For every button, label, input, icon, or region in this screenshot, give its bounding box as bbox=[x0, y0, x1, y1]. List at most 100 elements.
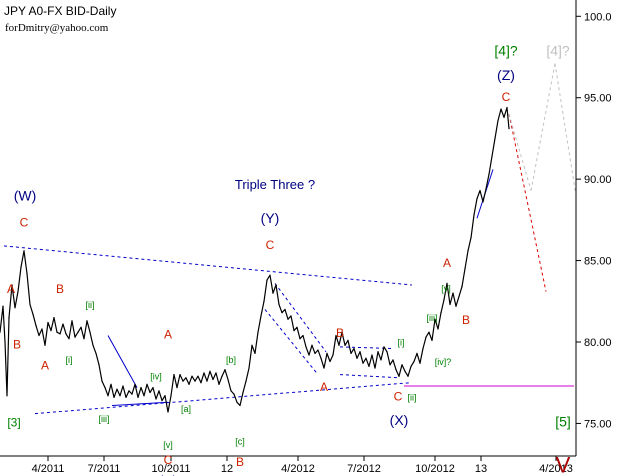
wave-label: (X) bbox=[159, 472, 178, 476]
price-point bbox=[68, 338, 70, 340]
price-point bbox=[428, 331, 430, 333]
price-point bbox=[137, 396, 139, 398]
trendline bbox=[274, 283, 327, 353]
x-tick-label: 7/2012 bbox=[347, 463, 381, 475]
y-tick-label: 85.00 bbox=[584, 256, 612, 268]
price-point bbox=[281, 312, 283, 314]
wave-label: A bbox=[443, 256, 451, 270]
wave-label: [ii] bbox=[86, 300, 95, 310]
price-point bbox=[467, 250, 469, 252]
price-point bbox=[293, 330, 295, 332]
price-point bbox=[392, 359, 394, 361]
price-point bbox=[71, 320, 73, 322]
price-point bbox=[350, 352, 352, 354]
price-point bbox=[311, 344, 313, 346]
trendline bbox=[3, 245, 413, 286]
price-point bbox=[407, 375, 409, 377]
x-tick-label: 10/2012 bbox=[415, 463, 455, 475]
price-line bbox=[0, 106, 510, 413]
price-point bbox=[26, 273, 28, 275]
price-point bbox=[44, 344, 46, 346]
price-point bbox=[80, 326, 82, 328]
price-point bbox=[206, 380, 208, 382]
price-point bbox=[41, 328, 43, 330]
wave-label: B bbox=[56, 282, 64, 296]
price-point bbox=[170, 395, 172, 397]
price-point bbox=[8, 316, 10, 319]
author-email: forDmitry@yahoo.com bbox=[5, 22, 109, 34]
price-point bbox=[95, 352, 97, 354]
price-point bbox=[83, 338, 85, 340]
price-point bbox=[59, 333, 61, 335]
wave-label: [v] bbox=[163, 440, 173, 450]
price-point bbox=[347, 339, 349, 341]
price-point bbox=[104, 387, 106, 389]
wave-label: [b] bbox=[226, 355, 236, 365]
price-point bbox=[224, 369, 226, 371]
price-point bbox=[458, 295, 460, 297]
price-point bbox=[476, 198, 478, 200]
wave-label: [v] bbox=[441, 284, 451, 294]
price-point bbox=[74, 336, 76, 338]
price-point bbox=[176, 387, 178, 389]
wave-label: [i] bbox=[397, 337, 404, 347]
trendline bbox=[554, 63, 577, 196]
price-point bbox=[416, 352, 418, 354]
price-point bbox=[35, 325, 37, 327]
price-point bbox=[89, 331, 91, 333]
price-point bbox=[359, 351, 361, 353]
wave-label: [4]? bbox=[546, 42, 570, 58]
price-point bbox=[473, 214, 475, 216]
price-point bbox=[356, 357, 358, 359]
price-point bbox=[508, 128, 510, 130]
price-point bbox=[422, 347, 424, 350]
price-point bbox=[77, 331, 79, 333]
price-point bbox=[23, 250, 25, 252]
trendline bbox=[107, 335, 138, 388]
price-point bbox=[11, 284, 13, 286]
wave-label: [i] bbox=[65, 355, 72, 365]
price-point bbox=[188, 383, 190, 385]
price-point bbox=[317, 349, 319, 351]
wave-label: [3] bbox=[7, 416, 20, 430]
price-point bbox=[173, 373, 175, 376]
price-point bbox=[341, 331, 343, 333]
price-point bbox=[488, 173, 490, 175]
price-point bbox=[86, 320, 88, 322]
price-point bbox=[152, 387, 154, 389]
price-point bbox=[230, 390, 232, 392]
price-point bbox=[461, 286, 463, 288]
price-point bbox=[365, 357, 367, 359]
price-point bbox=[155, 398, 157, 400]
price-point bbox=[251, 344, 253, 346]
price-point bbox=[203, 372, 205, 374]
price-point bbox=[470, 237, 472, 239]
trendline bbox=[111, 401, 169, 407]
y-tick-label: 90.00 bbox=[584, 174, 612, 186]
price-point bbox=[434, 318, 436, 320]
wave-label: [5] bbox=[555, 414, 571, 430]
price-point bbox=[305, 346, 307, 348]
wave-label: [4]? bbox=[494, 42, 518, 58]
price-point bbox=[440, 312, 442, 314]
price-point bbox=[65, 333, 67, 335]
price-point bbox=[302, 334, 304, 337]
wave-label: A bbox=[320, 380, 328, 394]
price-point bbox=[491, 155, 493, 157]
price-point bbox=[299, 338, 301, 340]
price-point bbox=[260, 315, 262, 317]
price-point bbox=[119, 395, 121, 397]
chart-title: JPY A0-FX BID-Daily bbox=[4, 4, 117, 18]
price-point bbox=[326, 352, 328, 354]
wave-label: C bbox=[502, 90, 511, 104]
price-point bbox=[383, 346, 385, 348]
price-point bbox=[197, 375, 199, 377]
price-point bbox=[110, 383, 112, 385]
price-point bbox=[101, 380, 103, 382]
trendline bbox=[339, 374, 401, 379]
wave-label: [c] bbox=[235, 437, 245, 447]
wave-label: (X) bbox=[390, 412, 409, 428]
price-point bbox=[257, 331, 259, 333]
price-point bbox=[185, 377, 187, 379]
price-point bbox=[125, 396, 127, 398]
